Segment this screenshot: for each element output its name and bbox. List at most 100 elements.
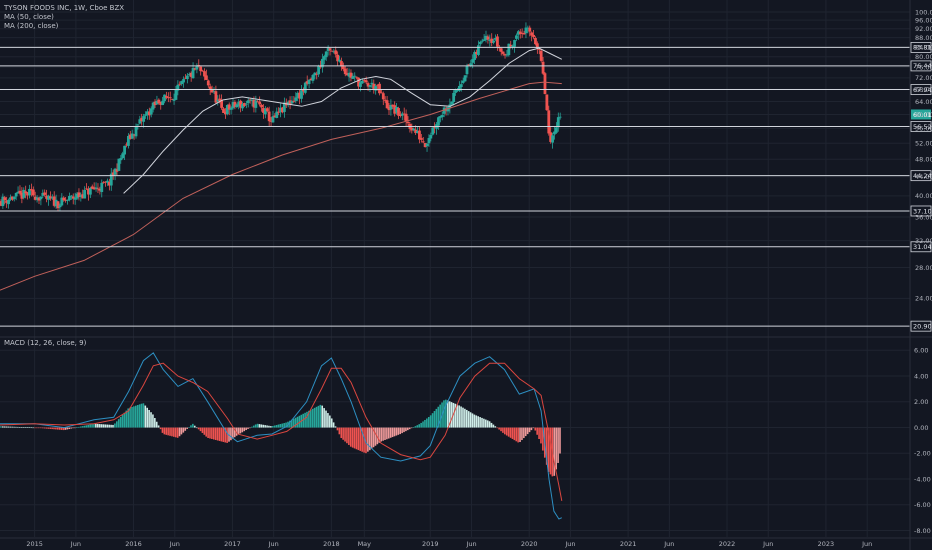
candle-body	[326, 47, 330, 51]
macd-hist-bar	[91, 424, 93, 428]
candle-body	[10, 196, 14, 200]
macd-hist-bar	[157, 425, 160, 428]
candle-body	[161, 100, 165, 106]
macd-hist-bar	[171, 427, 173, 437]
candle-body	[431, 127, 435, 135]
macd-hist-bar	[549, 427, 552, 475]
macd-hist-bar	[51, 427, 53, 430]
candle-body	[56, 201, 60, 209]
macd-hist-bar	[169, 427, 171, 436]
price-tick-label: 60.00	[915, 111, 932, 119]
level-line[interactable]: 67.94	[0, 84, 932, 95]
macd-hist-bar	[559, 427, 561, 454]
candle-body	[165, 95, 168, 98]
level-line[interactable]: 76.44	[0, 60, 932, 72]
macd-hist-bar	[403, 427, 405, 433]
candle-body	[258, 101, 262, 105]
macd-hist-bar	[485, 419, 487, 428]
candle-body	[20, 192, 24, 199]
candle-body	[22, 189, 26, 198]
level-line[interactable]: 44.24	[0, 170, 932, 182]
macd-hist-bar	[150, 412, 152, 428]
candle-body	[490, 38, 494, 43]
candle-body	[501, 51, 505, 54]
time-tick-label: May	[358, 540, 372, 548]
macd-hist-bar	[513, 427, 516, 441]
macd-hist-bar	[3, 426, 6, 428]
macd-hist-bar	[407, 427, 409, 431]
candle-body	[526, 27, 530, 29]
candle-body	[225, 105, 229, 115]
level-line[interactable]: 31.04	[0, 241, 932, 253]
candle-body	[366, 83, 370, 87]
macd-hist-bar	[483, 418, 485, 428]
macd-hist-bar	[505, 427, 508, 436]
candle-body	[376, 84, 379, 86]
candle-body	[115, 169, 119, 172]
ma200-legend[interactable]: MA (200, close)	[4, 22, 59, 30]
macd-hist-bar	[224, 427, 227, 443]
candle-body	[104, 181, 107, 183]
macd-hist-bar	[232, 427, 234, 439]
candle-body	[149, 108, 153, 115]
candle-body	[147, 111, 151, 116]
macd-hist-bar	[292, 418, 295, 428]
price-tick-label: 24.00	[915, 295, 932, 303]
macd-line	[0, 352, 563, 520]
level-line[interactable]: 56.52	[0, 121, 932, 132]
candle-body	[239, 100, 243, 108]
macd-hist-bar	[47, 427, 50, 429]
macd-hist-bar	[547, 427, 550, 472]
macd-hist-bar	[203, 427, 206, 435]
macd-hist-bar	[363, 427, 365, 453]
candle-body	[465, 65, 469, 75]
candle-body	[518, 31, 522, 34]
level-line[interactable]: 37.10	[0, 205, 932, 217]
macd-hist-bar	[222, 427, 225, 442]
candle-body	[83, 189, 87, 199]
horizontal-levels[interactable]: 83.81 76.44 67.94 56.52 44.24 37.10 31.04 20.90…	[0, 42, 932, 332]
candle-body	[440, 115, 444, 118]
macd-hist-bar	[285, 422, 287, 428]
macd-tick-label: 0.00	[914, 424, 928, 432]
macd-hist-bar	[467, 411, 470, 428]
price-tick-label: 64.00	[915, 98, 932, 106]
candle-body	[511, 45, 515, 48]
candle-body	[195, 65, 199, 70]
macd-legend[interactable]: MACD (12, 26, close, 9)	[4, 339, 87, 347]
candle-body	[397, 108, 400, 116]
level-line[interactable]: 20.90	[0, 320, 932, 332]
macd-hist-bar	[262, 424, 265, 428]
macd-hist-bar	[488, 421, 491, 428]
candle-body	[263, 108, 267, 115]
candle-body	[174, 89, 178, 100]
candle-body	[528, 27, 532, 32]
macd-hist-bar	[180, 427, 183, 435]
macd-hist-bar	[327, 413, 329, 428]
macd-hist-bar	[247, 427, 249, 429]
time-tick-label: 2022	[719, 540, 736, 548]
macd-hist-bar	[271, 426, 274, 428]
ma50-legend[interactable]: MA (50, close)	[4, 13, 54, 21]
macd-hist-bar	[397, 427, 400, 435]
candle-body	[492, 40, 496, 43]
candle-body	[423, 143, 427, 147]
macd-hist-bar	[142, 403, 145, 428]
macd-hist-bar	[289, 420, 291, 428]
candle-body	[281, 107, 284, 113]
macd-hist-bar	[270, 426, 272, 428]
candle-body	[237, 101, 241, 106]
candle-body	[79, 195, 83, 197]
candle-body	[467, 64, 471, 66]
candle-body	[214, 91, 218, 103]
macd-hist-bar	[18, 427, 21, 428]
macd-hist-bar	[20, 427, 23, 428]
symbol-title[interactable]: TYSON FOODS INC, 1W, Cboe BZX	[4, 4, 125, 12]
candle-body	[153, 101, 157, 106]
macd-hist-bar	[266, 425, 268, 428]
level-line[interactable]: 83.81	[0, 42, 932, 53]
candle-body	[351, 76, 355, 79]
candle-body	[75, 193, 79, 199]
level-tag-label: 67.94	[913, 86, 932, 94]
